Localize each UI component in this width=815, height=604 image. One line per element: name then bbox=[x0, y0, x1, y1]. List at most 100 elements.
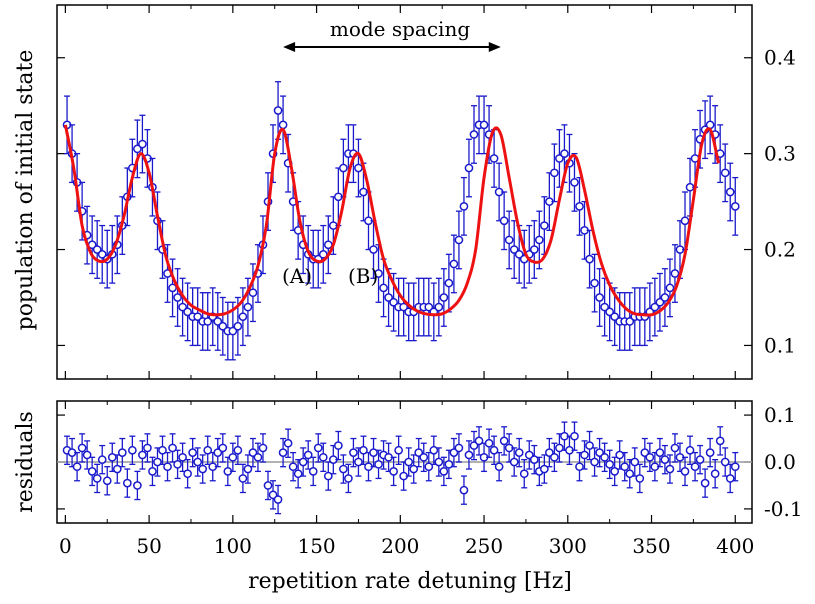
data-marker bbox=[454, 235, 464, 245]
data-point bbox=[499, 191, 509, 251]
residual-point bbox=[67, 437, 77, 468]
residual-marker bbox=[97, 455, 107, 465]
fit-curve bbox=[63, 124, 720, 317]
data-marker bbox=[489, 154, 499, 163]
residual-marker bbox=[359, 445, 368, 455]
main-panel: 0.1 0.2 0.3 0.4 bbox=[56, 4, 796, 380]
data-marker bbox=[665, 283, 675, 293]
residual-marker bbox=[429, 445, 439, 455]
residual-point bbox=[273, 484, 283, 515]
mode-spacing-arrowhead-right bbox=[488, 42, 501, 52]
residual-marker bbox=[685, 445, 695, 455]
data-marker bbox=[504, 235, 514, 245]
residual-point bbox=[524, 440, 534, 470]
residual-point bbox=[630, 447, 640, 477]
residual-point bbox=[87, 456, 97, 487]
residual-marker bbox=[444, 459, 454, 469]
data-marker bbox=[213, 317, 223, 326]
residual-marker bbox=[645, 452, 655, 462]
data-point bbox=[570, 152, 579, 212]
data-point bbox=[97, 224, 107, 284]
residual-marker bbox=[459, 485, 469, 495]
residual-marker bbox=[153, 457, 162, 467]
data-marker bbox=[660, 293, 670, 302]
data-point bbox=[529, 220, 539, 279]
residual-point bbox=[143, 433, 152, 463]
residual-marker bbox=[133, 481, 142, 490]
residual-marker bbox=[695, 455, 705, 465]
data-point bbox=[625, 292, 635, 351]
data-marker bbox=[610, 312, 620, 322]
data-marker bbox=[555, 154, 564, 163]
residual-marker bbox=[499, 436, 509, 446]
residual-point bbox=[389, 456, 398, 487]
residual-point bbox=[349, 437, 358, 468]
data-marker bbox=[514, 249, 524, 259]
residual-marker bbox=[283, 438, 293, 448]
residual-point bbox=[615, 440, 625, 470]
data-point bbox=[354, 138, 363, 198]
residual-point bbox=[670, 433, 680, 463]
residual-marker bbox=[439, 467, 449, 476]
data-point bbox=[92, 220, 102, 279]
data-marker bbox=[449, 259, 459, 269]
data-marker bbox=[730, 202, 740, 211]
residual-marker bbox=[253, 452, 263, 462]
res-y-tick-label: 0.1 bbox=[764, 403, 796, 427]
residual-point bbox=[374, 449, 383, 480]
data-marker bbox=[705, 120, 715, 130]
residual-marker bbox=[128, 445, 137, 455]
residual-point bbox=[700, 468, 710, 498]
residual-point bbox=[77, 433, 87, 463]
data-point bbox=[228, 301, 238, 361]
data-marker bbox=[499, 216, 509, 226]
residual-point bbox=[399, 461, 409, 491]
residual-marker bbox=[585, 441, 594, 450]
residual-point bbox=[233, 435, 243, 465]
residual-point bbox=[680, 456, 690, 487]
data-point bbox=[504, 210, 514, 270]
residual-marker bbox=[474, 436, 484, 446]
data-marker bbox=[133, 144, 142, 154]
residual-point bbox=[82, 440, 92, 470]
data-point bbox=[379, 258, 388, 318]
residual-marker bbox=[720, 457, 730, 467]
residual-marker bbox=[620, 462, 630, 472]
residual-point bbox=[600, 442, 609, 473]
data-point bbox=[273, 81, 283, 140]
residual-marker bbox=[138, 450, 147, 460]
residual-marker bbox=[278, 448, 288, 457]
data-marker bbox=[560, 149, 569, 158]
residual-point bbox=[685, 435, 695, 465]
data-marker bbox=[720, 168, 730, 178]
residual-point bbox=[550, 442, 559, 473]
residual-point bbox=[424, 451, 434, 482]
residual-point bbox=[253, 442, 263, 473]
residual-marker bbox=[293, 469, 303, 479]
residual-marker bbox=[107, 452, 117, 462]
residual-marker bbox=[690, 462, 700, 472]
data-marker bbox=[444, 278, 454, 288]
residual-point bbox=[173, 449, 182, 480]
residual-marker bbox=[313, 443, 323, 453]
data-marker bbox=[168, 283, 177, 293]
residual-marker bbox=[122, 478, 132, 488]
residual-marker bbox=[610, 467, 620, 476]
residual-marker bbox=[173, 459, 182, 469]
residual-marker bbox=[354, 457, 363, 467]
data-marker bbox=[600, 302, 609, 312]
residual-marker bbox=[369, 448, 378, 457]
data-marker bbox=[464, 163, 474, 173]
residual-point bbox=[163, 451, 172, 482]
residual-marker bbox=[273, 495, 283, 504]
data-point bbox=[434, 277, 444, 337]
data-marker bbox=[178, 302, 187, 312]
data-point bbox=[590, 253, 599, 313]
x-tick-label: 400 bbox=[716, 534, 754, 558]
residual-point bbox=[590, 447, 599, 477]
residual-marker bbox=[198, 464, 208, 474]
residual-point bbox=[484, 428, 494, 458]
x-tick-label: 250 bbox=[465, 534, 503, 558]
residual-marker bbox=[590, 457, 599, 467]
x-tick-label: 50 bbox=[136, 534, 161, 558]
